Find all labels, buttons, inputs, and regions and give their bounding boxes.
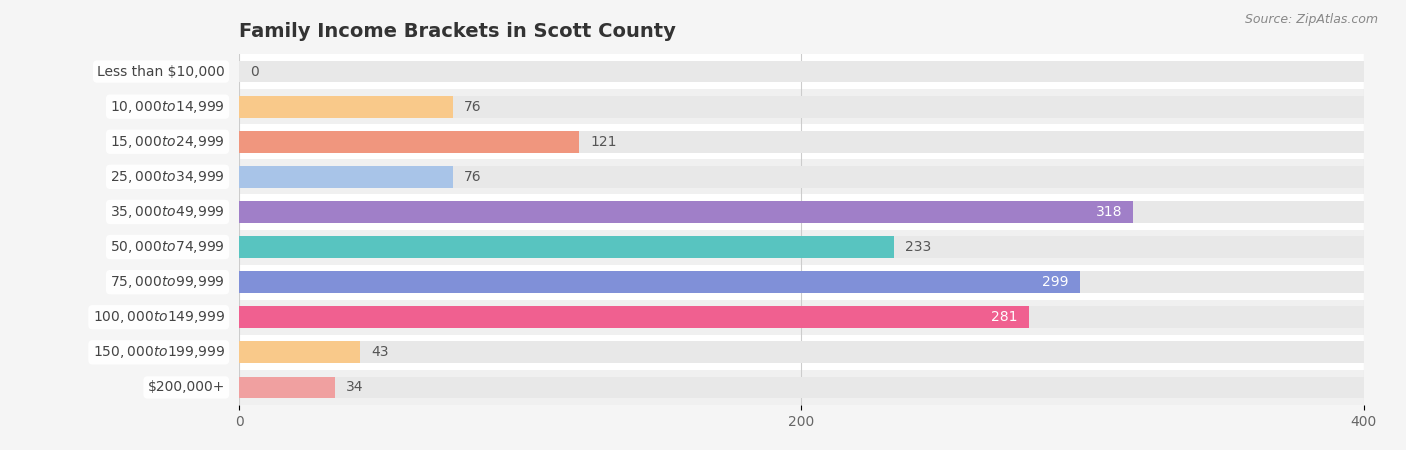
Text: 299: 299 bbox=[1042, 275, 1069, 289]
Bar bbox=[239, 271, 1364, 293]
Text: 281: 281 bbox=[991, 310, 1018, 324]
Bar bbox=[239, 159, 1364, 194]
Text: 121: 121 bbox=[591, 135, 617, 149]
Text: 233: 233 bbox=[905, 240, 932, 254]
Bar bbox=[239, 370, 1364, 405]
Text: Source: ZipAtlas.com: Source: ZipAtlas.com bbox=[1244, 14, 1378, 27]
Bar bbox=[239, 236, 1364, 258]
Bar bbox=[239, 377, 335, 398]
Bar bbox=[239, 54, 1364, 89]
Bar bbox=[239, 300, 1364, 335]
Text: 0: 0 bbox=[250, 64, 259, 79]
Text: 318: 318 bbox=[1095, 205, 1122, 219]
Bar bbox=[239, 342, 1364, 363]
Bar bbox=[239, 342, 360, 363]
Text: 76: 76 bbox=[464, 99, 482, 114]
Text: 76: 76 bbox=[464, 170, 482, 184]
Bar bbox=[239, 96, 1364, 117]
Text: 34: 34 bbox=[346, 380, 363, 395]
Bar bbox=[239, 131, 579, 153]
Bar bbox=[239, 61, 1364, 82]
Bar bbox=[239, 335, 1364, 370]
Text: $50,000 to $74,999: $50,000 to $74,999 bbox=[110, 239, 225, 255]
Text: $10,000 to $14,999: $10,000 to $14,999 bbox=[110, 99, 225, 115]
Text: $150,000 to $199,999: $150,000 to $199,999 bbox=[93, 344, 225, 360]
Text: $200,000+: $200,000+ bbox=[148, 380, 225, 395]
Bar bbox=[239, 306, 1029, 328]
Bar bbox=[239, 201, 1133, 223]
Bar bbox=[239, 166, 453, 188]
Bar bbox=[239, 236, 894, 258]
Text: 43: 43 bbox=[371, 345, 388, 360]
Bar bbox=[239, 271, 1080, 293]
Text: $15,000 to $24,999: $15,000 to $24,999 bbox=[110, 134, 225, 150]
Text: Less than $10,000: Less than $10,000 bbox=[97, 64, 225, 79]
Text: $75,000 to $99,999: $75,000 to $99,999 bbox=[110, 274, 225, 290]
Bar bbox=[239, 124, 1364, 159]
Bar bbox=[239, 89, 1364, 124]
Text: $35,000 to $49,999: $35,000 to $49,999 bbox=[110, 204, 225, 220]
Text: $25,000 to $34,999: $25,000 to $34,999 bbox=[110, 169, 225, 185]
Bar bbox=[239, 306, 1364, 328]
Bar bbox=[239, 265, 1364, 300]
Text: $100,000 to $149,999: $100,000 to $149,999 bbox=[93, 309, 225, 325]
Bar bbox=[239, 201, 1364, 223]
Text: Family Income Brackets in Scott County: Family Income Brackets in Scott County bbox=[239, 22, 676, 41]
Bar bbox=[239, 194, 1364, 230]
Bar bbox=[239, 377, 1364, 398]
Bar bbox=[239, 131, 1364, 153]
Bar bbox=[239, 96, 453, 117]
Bar bbox=[239, 230, 1364, 265]
Bar bbox=[239, 166, 1364, 188]
